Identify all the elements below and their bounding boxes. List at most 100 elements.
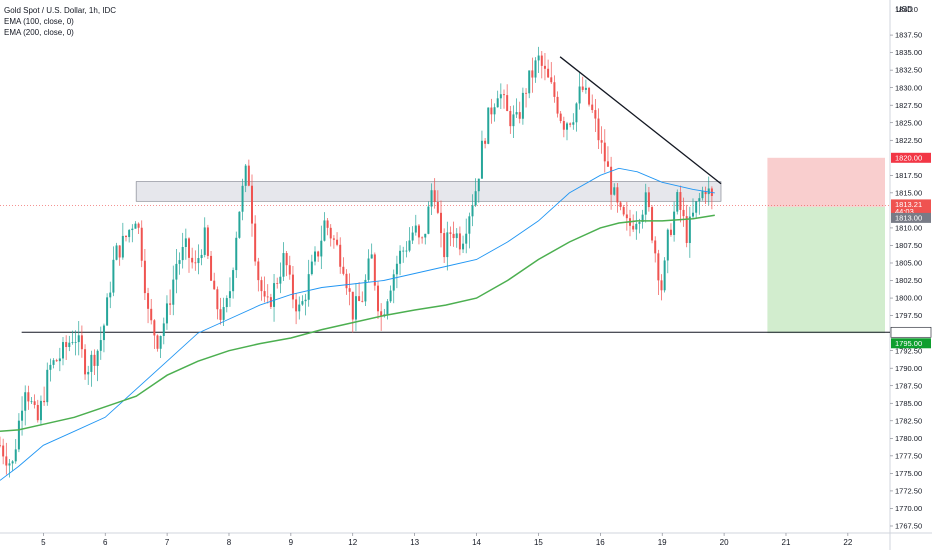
candle-body — [39, 400, 42, 421]
candle-body — [417, 225, 420, 238]
take-profit-zone — [767, 206, 885, 334]
candle-body — [52, 360, 55, 365]
y-tick-label: 1772.50 — [895, 487, 922, 496]
candle-body — [543, 65, 546, 69]
symbol-title: Gold Spot / U.S. Dollar, 1h, IDC — [4, 6, 117, 15]
candle-body — [704, 191, 707, 195]
candle-body — [96, 350, 99, 366]
candle-body — [588, 87, 591, 105]
ema100-legend: EMA (100, close, 0) — [4, 17, 74, 26]
candle-body — [433, 190, 436, 203]
y-tick-label: 1827.50 — [895, 101, 922, 110]
candle-body — [263, 291, 266, 297]
candle-body — [496, 98, 499, 108]
candle-body — [279, 276, 282, 284]
candle-body — [269, 297, 272, 307]
candle-body — [666, 229, 669, 261]
x-tick-label: 6 — [103, 538, 108, 547]
candle-body — [424, 233, 427, 238]
candle-body — [562, 121, 565, 130]
candle-body — [118, 245, 121, 258]
candle-body — [244, 165, 247, 186]
candle-body — [225, 298, 228, 308]
candle-body — [342, 266, 345, 274]
candle-body — [569, 123, 572, 125]
candle-body — [43, 400, 46, 403]
candle-body — [402, 250, 405, 252]
candle-body — [657, 253, 660, 281]
candle-body — [2, 445, 5, 457]
candle-body — [399, 250, 402, 264]
candle-body — [679, 192, 682, 210]
candle-body — [232, 270, 235, 292]
candle-body — [295, 299, 298, 312]
candle-body — [150, 308, 153, 321]
candle-body — [90, 354, 93, 372]
chart-legend: Gold Spot / U.S. Dollar, 1h, IDC EMA (10… — [4, 5, 116, 38]
target-price-tag — [891, 338, 931, 349]
candle-body — [219, 309, 222, 320]
candle-body — [147, 293, 150, 309]
candle-body — [8, 463, 11, 466]
target-price-tag-text: 1795.00 — [895, 339, 922, 348]
candle-body — [613, 187, 616, 195]
candle-body — [307, 274, 310, 300]
candle-body — [188, 238, 190, 258]
candle-body — [477, 178, 480, 192]
resistance-zone — [135, 181, 722, 202]
candle-body — [506, 95, 509, 111]
candle-body — [68, 342, 71, 348]
candle-body — [430, 190, 433, 207]
candle-body — [572, 122, 575, 125]
candle-body — [528, 70, 531, 94]
descending-trendline — [559, 56, 722, 185]
candle-body — [162, 323, 165, 336]
candle-body — [427, 206, 430, 234]
candle-body — [698, 198, 701, 202]
y-tick-label: 1785.00 — [895, 399, 922, 408]
candle-body — [512, 114, 515, 127]
candle-body — [99, 340, 102, 351]
y-tick-label: 1787.50 — [895, 381, 922, 390]
x-tick-label: 9 — [289, 538, 294, 547]
candle-body — [515, 112, 518, 115]
candle-body — [30, 401, 33, 403]
candle-body — [260, 280, 263, 292]
candle-body — [367, 258, 370, 280]
candle-body — [474, 191, 477, 206]
candle-body — [644, 192, 647, 215]
candle-body — [468, 216, 471, 234]
candle-body — [288, 265, 291, 275]
candle-body — [33, 401, 36, 405]
candle-body — [194, 262, 197, 264]
candle-body — [165, 303, 168, 324]
y-tick-label: 1810.00 — [895, 224, 922, 233]
candle-body — [493, 107, 496, 115]
candle-body — [597, 118, 600, 141]
candle-body — [676, 192, 679, 212]
candle-body — [247, 165, 250, 186]
candle-body — [216, 289, 219, 310]
candle-body — [21, 410, 24, 421]
candle-body — [531, 70, 534, 78]
candle-body — [49, 364, 52, 370]
candle-body — [332, 238, 335, 240]
candle-body — [345, 273, 348, 289]
candle-body — [336, 239, 339, 245]
ema100-line — [0, 167, 715, 481]
y-tick-label: 1790.00 — [895, 364, 922, 373]
candle-body — [669, 229, 672, 235]
candle-body — [566, 123, 568, 130]
candle-body — [518, 112, 521, 119]
candle-body — [480, 140, 483, 179]
candle-body — [175, 263, 178, 280]
candle-body — [654, 240, 657, 254]
candle-body — [622, 207, 625, 215]
candle-body — [266, 296, 269, 298]
candle-body — [125, 235, 127, 238]
candle-body — [361, 300, 364, 302]
x-tick-label: 5 — [41, 538, 46, 547]
candle-body — [285, 253, 288, 266]
candle-body — [625, 214, 628, 219]
